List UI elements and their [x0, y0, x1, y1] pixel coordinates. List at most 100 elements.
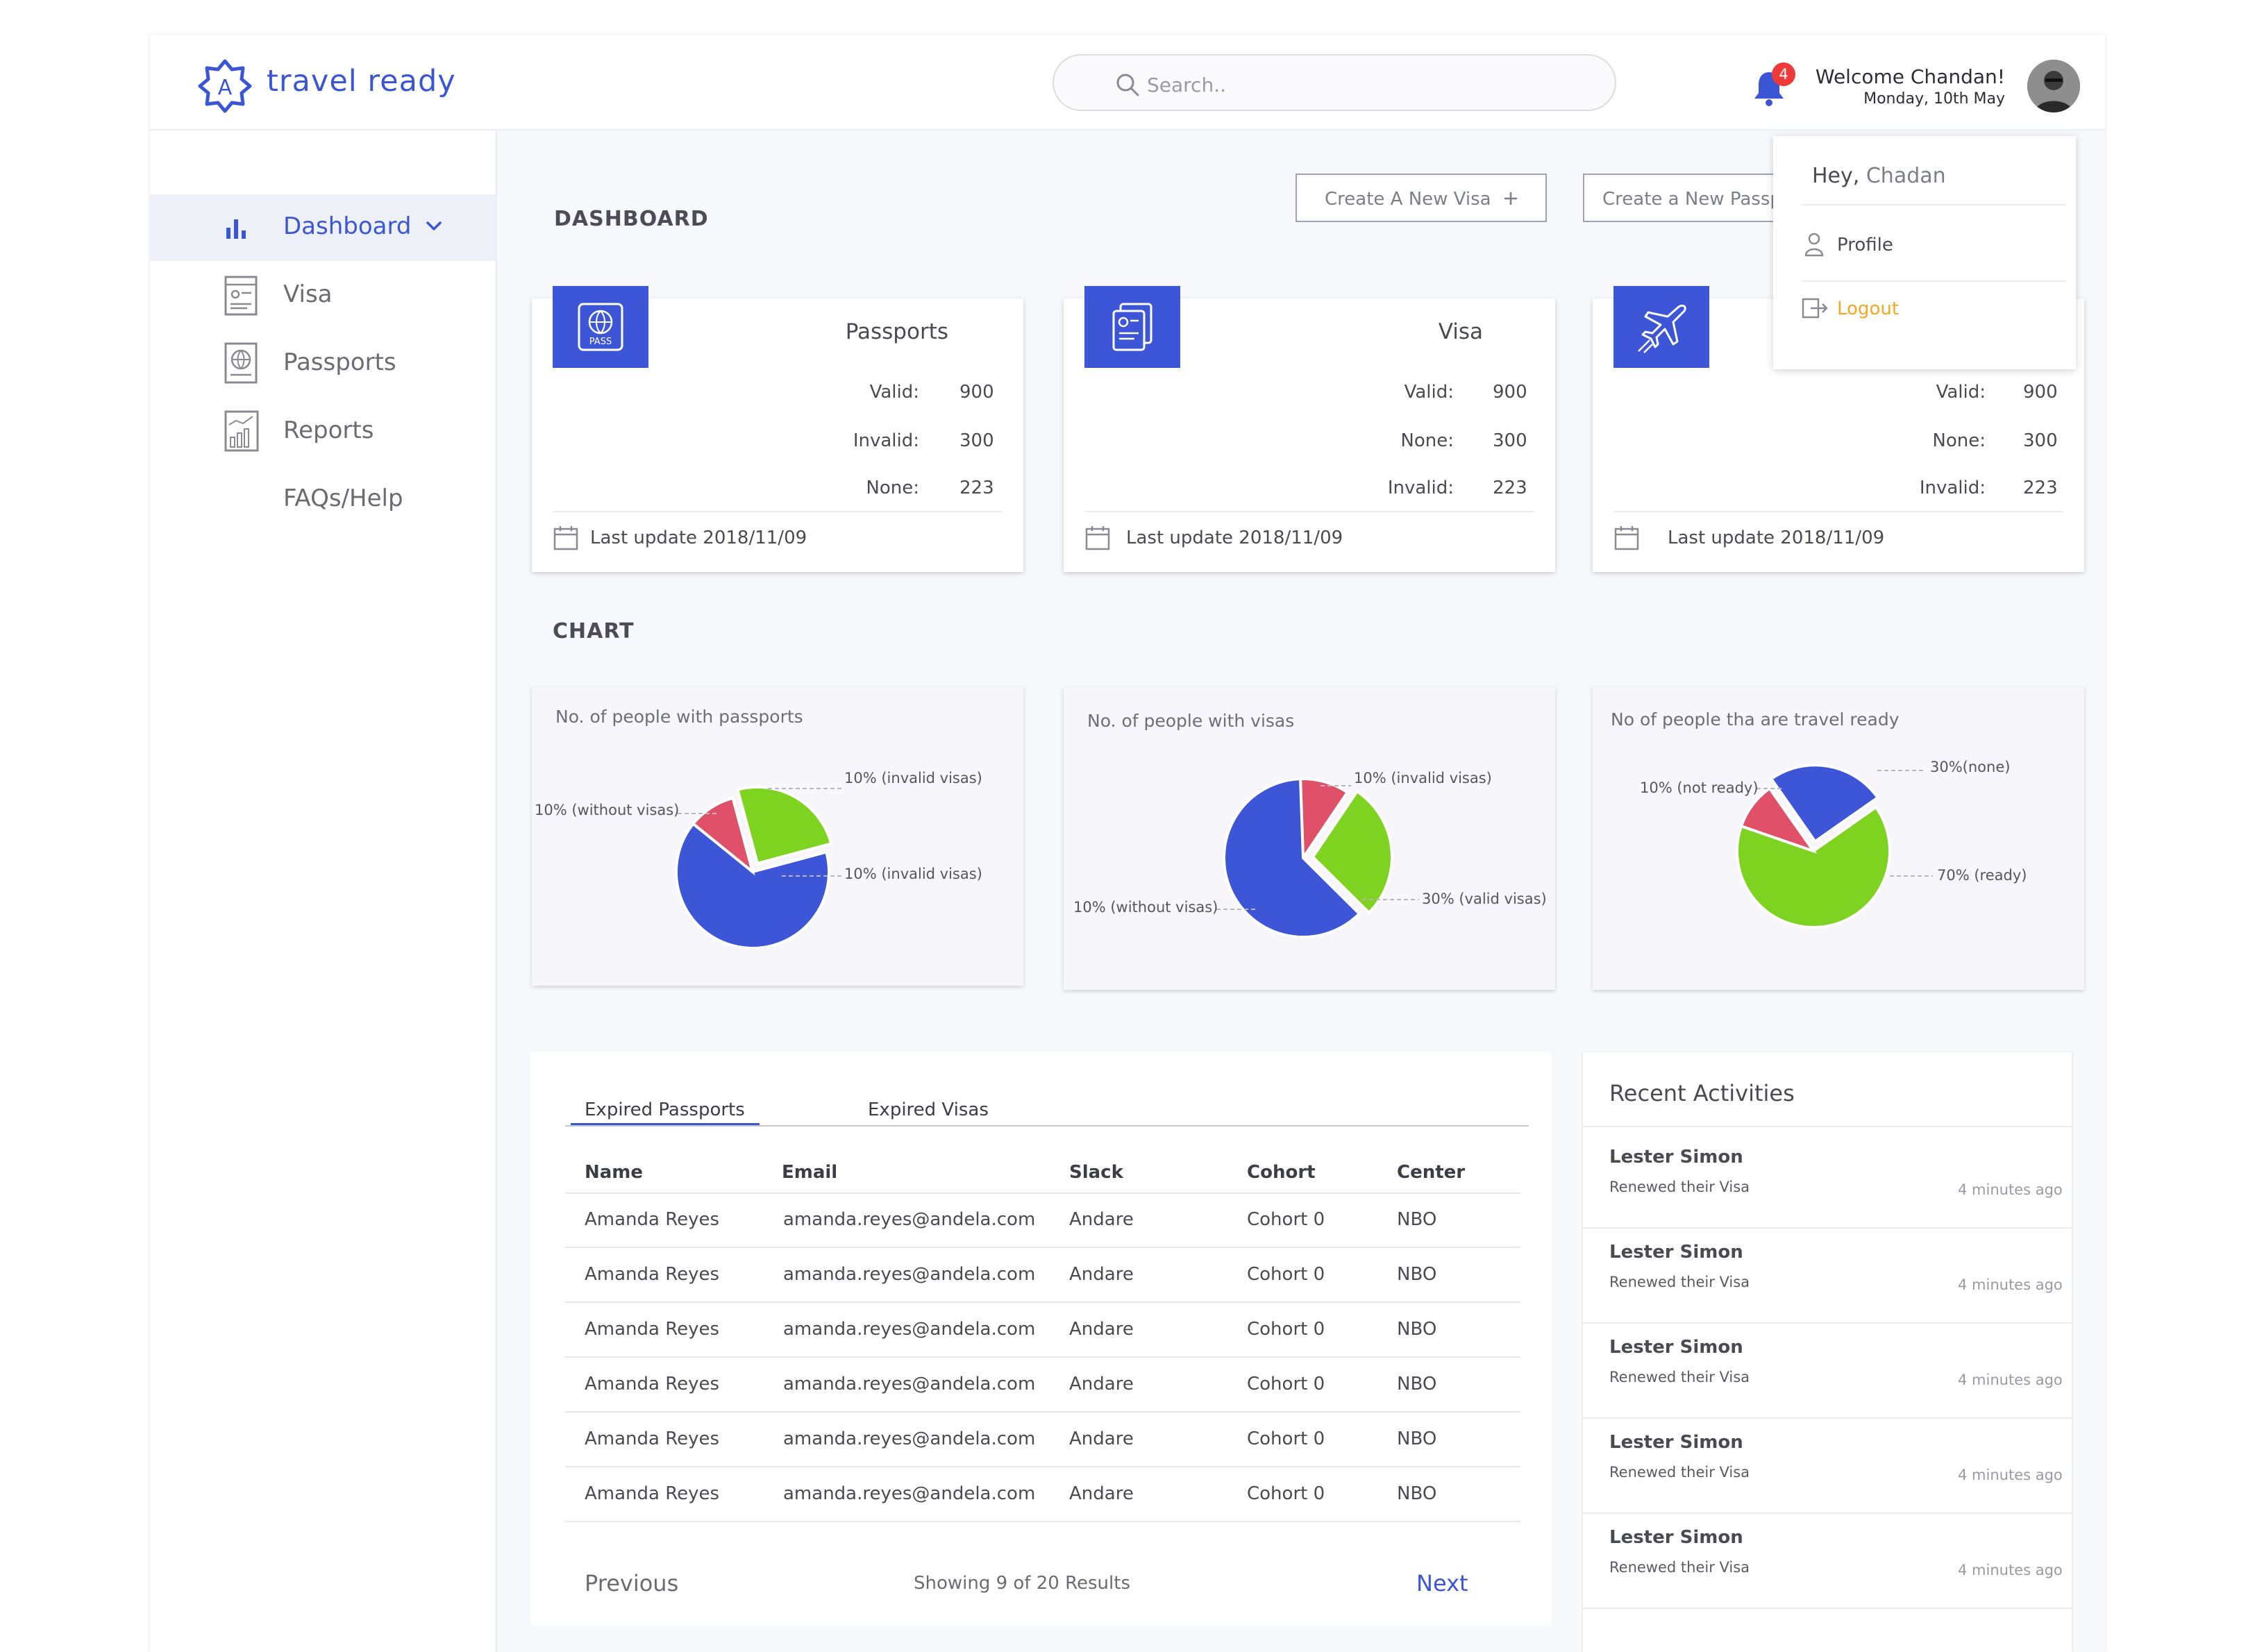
pie-slice[interactable] — [691, 796, 755, 876]
row-divider — [565, 1301, 1520, 1303]
pie-slice-label: 10% (without visas) — [535, 802, 679, 818]
expired-table-card — [530, 1052, 1551, 1626]
pie-slice[interactable] — [736, 785, 833, 866]
chart-title: No of people tha are travel ready — [1611, 709, 1900, 730]
column-header-email[interactable]: Email — [782, 1162, 838, 1183]
sidebar-item-label: Dashboard — [283, 212, 412, 240]
cell-slack: Andare — [1069, 1319, 1134, 1340]
divider — [1583, 1512, 2072, 1514]
cell-name: Amanda Reyes — [585, 1209, 720, 1230]
activity-description: Renewed their Visa — [1609, 1369, 1750, 1385]
visa-document-icon — [224, 276, 258, 316]
profile-menu-item[interactable]: Profile — [1801, 232, 2066, 267]
logout-label: Logout — [1837, 298, 1900, 319]
divider — [1583, 1417, 2072, 1419]
next-button[interactable]: Next — [1416, 1570, 1468, 1596]
chart-card-passports: No. of people with passports 10% (invali… — [532, 687, 1023, 986]
row-divider — [565, 1466, 1520, 1467]
results-count: Showing 9 of 20 Results — [914, 1573, 1130, 1594]
stat-value: 300 — [959, 430, 994, 451]
sidebar-item-label: Passports — [283, 348, 396, 376]
column-header-center[interactable]: Center — [1397, 1162, 1466, 1183]
row-divider — [565, 1411, 1520, 1413]
chart-title: No. of people with passports — [555, 707, 803, 727]
stat-label: None: — [1400, 430, 1454, 451]
cell-name: Amanda Reyes — [585, 1374, 720, 1394]
app-name: travel ready — [267, 64, 456, 99]
notification-count: 4 — [1779, 66, 1788, 83]
cell-slack: Andare — [1069, 1483, 1134, 1504]
create-passport-button[interactable]: Create a New Passpo — [1583, 174, 1791, 222]
notification-button[interactable]: 4 — [1752, 62, 1801, 111]
chart-card-visas: No. of people with visas 10% (invalid vi… — [1064, 687, 1555, 990]
sidebar-item-visa[interactable]: Visa — [150, 262, 496, 329]
divider — [1583, 1227, 2072, 1229]
column-header-name[interactable]: Name — [585, 1162, 644, 1183]
cell-center: NBO — [1397, 1209, 1437, 1230]
cell-cohort: Cohort 0 — [1247, 1374, 1325, 1394]
divider — [1583, 1608, 2072, 1609]
create-visa-label: Create A New Visa — [1325, 189, 1491, 210]
visa-card-icon — [1084, 286, 1180, 368]
stat-label: Invalid: — [853, 430, 919, 451]
previous-button[interactable]: Previous — [585, 1570, 679, 1596]
avatar[interactable] — [2027, 60, 2080, 112]
stat-label: Valid: — [1936, 382, 1986, 403]
stat-value: 900 — [1493, 382, 1527, 403]
cell-center: NBO — [1397, 1319, 1437, 1340]
divider — [1801, 280, 2066, 282]
chart-section-title: CHART — [553, 619, 635, 643]
notification-badge: 4 — [1772, 62, 1795, 86]
activity-description: Renewed their Visa — [1609, 1179, 1750, 1195]
pie-slice[interactable] — [675, 821, 830, 950]
pie-chart-visas: 10% (invalid visas) 30% (valid visas) 10% … — [1073, 770, 1547, 938]
stat-value: 900 — [959, 382, 994, 403]
column-header-cohort[interactable]: Cohort — [1247, 1162, 1316, 1183]
search-input[interactable]: Search.. — [1147, 74, 1226, 96]
activity-user: Lester Simon — [1609, 1432, 1743, 1453]
card-title: Passports — [845, 319, 948, 344]
chart-title: No. of people with visas — [1087, 711, 1295, 731]
logo[interactable]: A travel ready — [196, 56, 460, 115]
greeting-name: Chadan — [1866, 164, 1946, 188]
pie-slice[interactable] — [1739, 786, 1818, 854]
activity-time: 4 minutes ago — [1958, 1372, 2063, 1388]
sidebar-item-dashboard[interactable]: Dashboard — [150, 194, 496, 261]
cell-cohort: Cohort 0 — [1247, 1209, 1325, 1230]
activity-time: 4 minutes ago — [1958, 1562, 2063, 1578]
cell-slack: Andare — [1069, 1374, 1134, 1394]
divider — [1084, 511, 1534, 512]
cell-name: Amanda Reyes — [585, 1264, 720, 1285]
active-tab-indicator — [571, 1123, 760, 1126]
pie-slice[interactable] — [1769, 764, 1880, 843]
pie-slice-label: 30%(none) — [1930, 759, 2010, 775]
travel-card-icon — [1613, 286, 1709, 368]
last-update: Last update 2018/11/09 — [590, 528, 807, 548]
cell-cohort: Cohort 0 — [1247, 1264, 1325, 1285]
sidebar-item-reports[interactable]: Reports — [150, 398, 496, 465]
row-divider — [565, 1521, 1520, 1522]
calendar-icon — [1614, 526, 1639, 550]
pie-slice[interactable] — [1736, 805, 1891, 929]
pie-slice[interactable] — [1223, 777, 1361, 938]
chevron-down-icon[interactable] — [425, 219, 443, 233]
last-update: Last update 2018/11/09 — [1126, 528, 1343, 548]
pie-chart-travel-ready: 30%(none) 70% (ready) 10% (not ready) — [1640, 759, 2027, 929]
search-bar[interactable] — [1053, 54, 1616, 111]
create-visa-button[interactable]: Create A New Visa — [1296, 174, 1547, 222]
stat-value: 300 — [1493, 430, 1527, 451]
cell-name: Amanda Reyes — [585, 1483, 720, 1504]
pie-slice[interactable] — [1311, 789, 1393, 915]
welcome-text: Welcome Chandan! — [1815, 65, 2005, 88]
tab-expired-passports[interactable]: Expired Passports — [585, 1099, 745, 1120]
logout-menu-item[interactable]: Logout — [1801, 296, 2066, 330]
sidebar-item-faqs[interactable]: FAQs/Help — [150, 466, 496, 533]
cell-email: amanda.reyes@andela.com — [783, 1483, 1036, 1504]
user-menu-dropdown: Hey, Chadan Profile Logout — [1773, 136, 2076, 369]
sidebar-item-passports[interactable]: Passports — [150, 330, 496, 397]
bar-chart-icon — [226, 219, 246, 239]
tab-expired-visas[interactable]: Expired Visas — [868, 1099, 989, 1120]
column-header-slack[interactable]: Slack — [1069, 1162, 1123, 1183]
cell-cohort: Cohort 0 — [1247, 1483, 1325, 1504]
profile-label: Profile — [1837, 235, 1893, 255]
